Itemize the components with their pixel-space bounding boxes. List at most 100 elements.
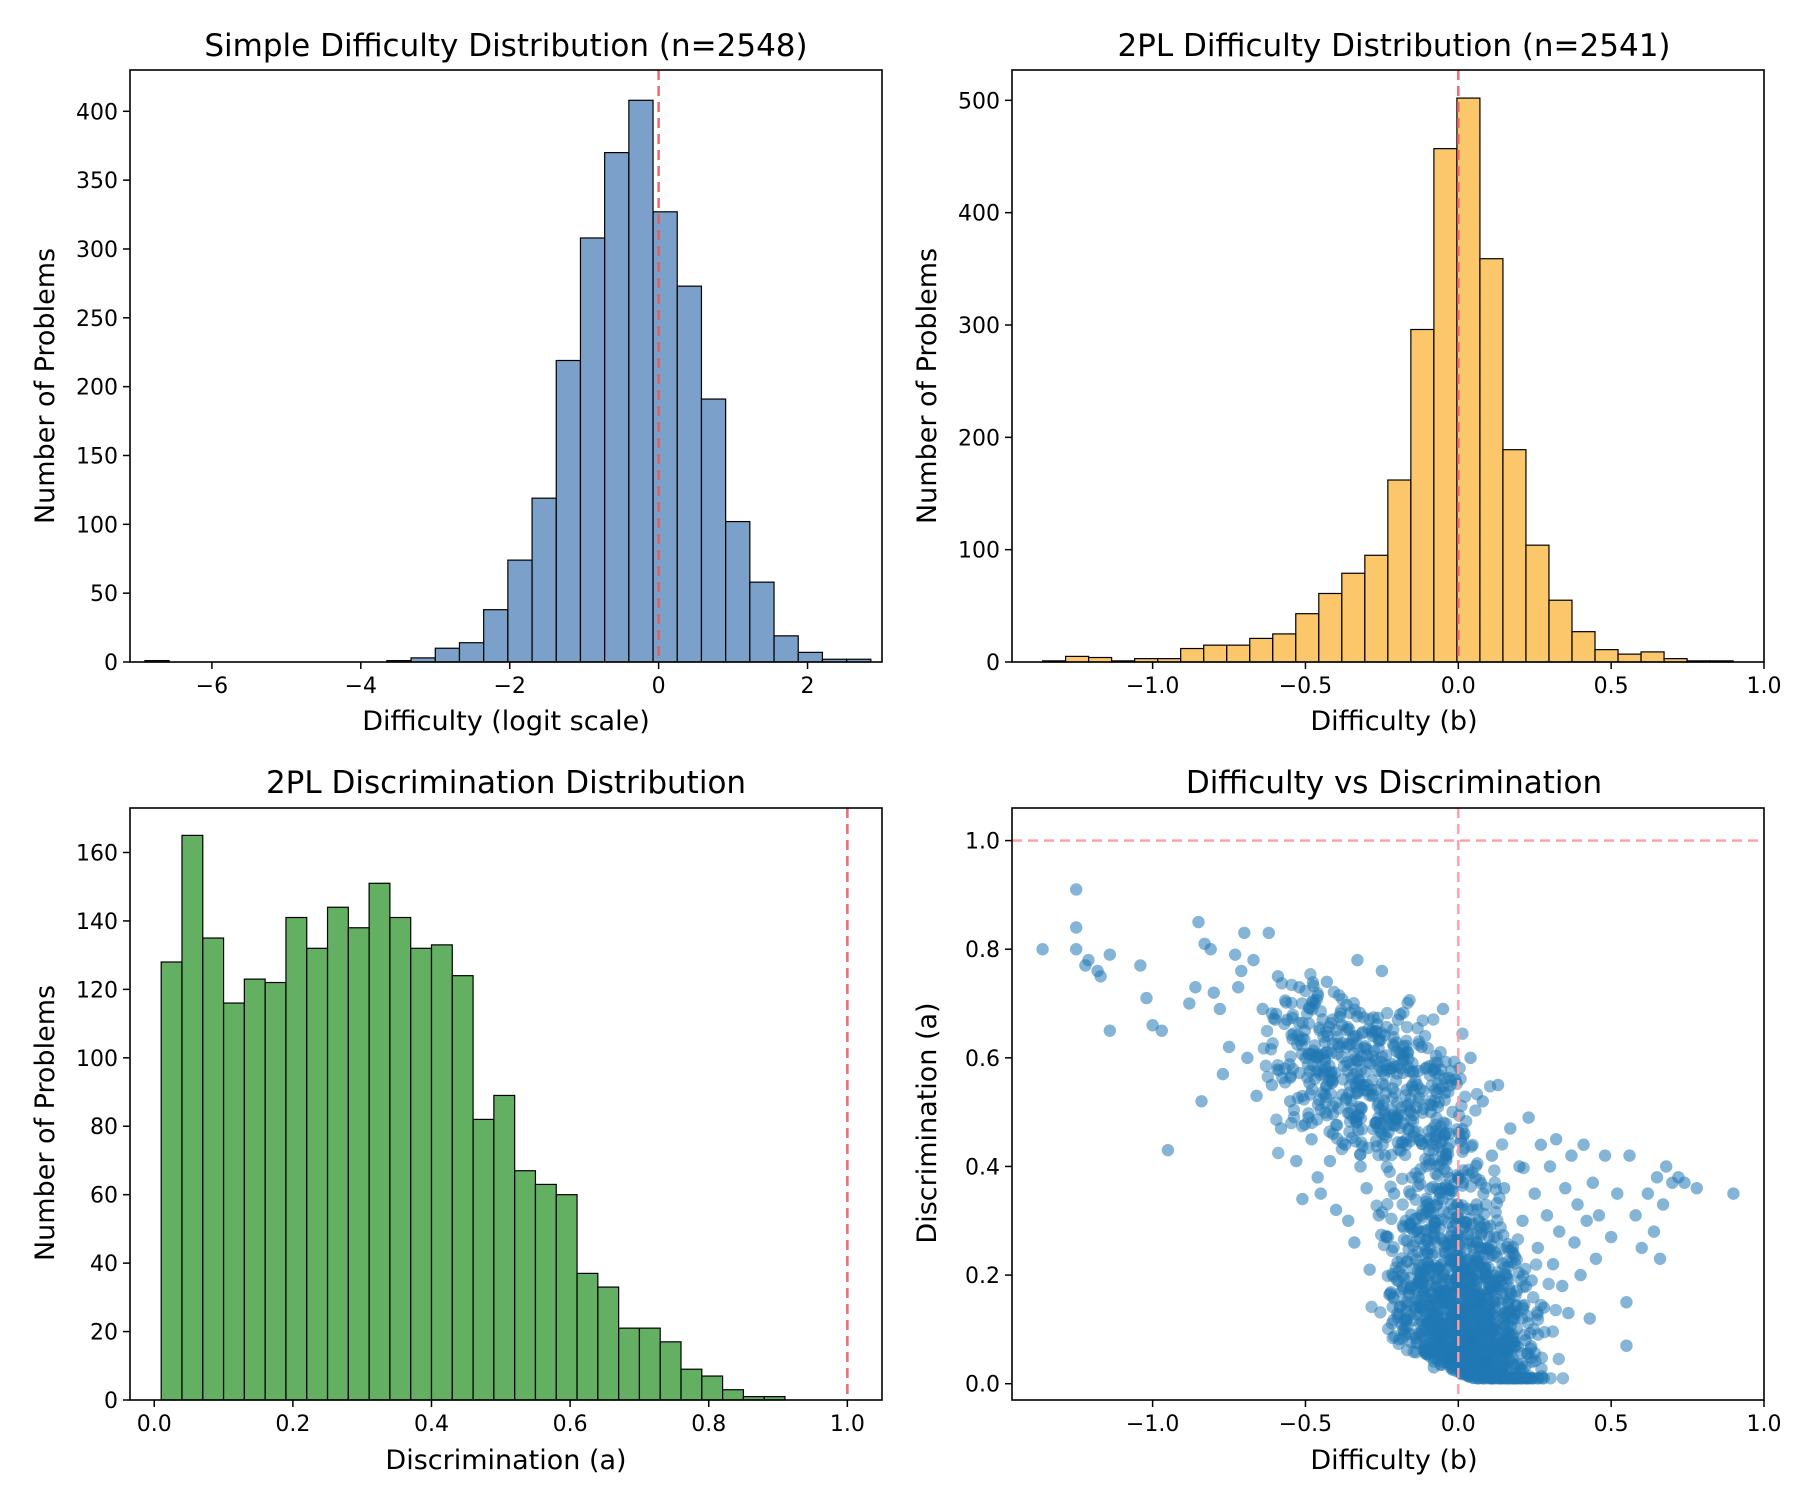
- scatter-point: [1259, 1059, 1273, 1073]
- scatter-point: [1442, 1350, 1456, 1363]
- bar: [181, 834, 204, 1401]
- x-axis-label: Difficulty (b): [1310, 1445, 1477, 1476]
- bar: [1318, 592, 1343, 663]
- scatter-point: [1387, 1040, 1401, 1053]
- scatter-point: [1520, 1372, 1534, 1385]
- scatter-point: [1319, 1106, 1332, 1119]
- scatter-point: [1103, 1024, 1117, 1037]
- scatter-point: [1134, 959, 1147, 972]
- scatter-point: [1427, 1013, 1440, 1026]
- bar: [555, 359, 582, 663]
- x-axis-label: Difficulty (b): [1310, 706, 1477, 737]
- bar: [659, 1341, 682, 1401]
- bar: [1479, 258, 1504, 663]
- bar: [534, 1183, 557, 1401]
- scatter-point: [1367, 1011, 1380, 1024]
- scatter-point: [1407, 1313, 1420, 1327]
- y-tick-label: 1.0: [965, 830, 1000, 855]
- scatter-point: [1469, 1104, 1482, 1117]
- scatter-point: [1396, 1172, 1409, 1185]
- scatter-point: [1690, 1181, 1703, 1195]
- scatter-point: [1336, 993, 1349, 1006]
- bar: [326, 906, 349, 1401]
- scatter-point: [1335, 1019, 1349, 1032]
- scatter-point: [1727, 1187, 1740, 1200]
- scatter-point: [1213, 1002, 1227, 1016]
- scatter-point: [1406, 1078, 1419, 1092]
- scatter-point: [1195, 1095, 1208, 1108]
- scatter-point: [1418, 1029, 1432, 1043]
- scatter-point: [1155, 1024, 1168, 1037]
- scatter-point: [1514, 1274, 1528, 1287]
- scatter-point: [1487, 1311, 1501, 1324]
- x-tick-label: −2: [494, 674, 526, 699]
- scatter-point: [1348, 1236, 1361, 1249]
- scatter-point: [1387, 1030, 1400, 1044]
- scatter-point: [1458, 1127, 1471, 1141]
- y-tick-label: 0.2: [965, 1264, 1000, 1289]
- scatter-point: [1329, 1203, 1343, 1217]
- scatter-point: [1192, 915, 1205, 929]
- y-tick-label: 0: [986, 651, 1000, 676]
- x-tick-label: 2: [801, 674, 815, 699]
- scatter-point: [1513, 1160, 1526, 1173]
- scatter-point: [1629, 1209, 1642, 1222]
- scatter-point: [1519, 1360, 1532, 1373]
- scatter-point: [1420, 1159, 1433, 1173]
- scatter-point: [1296, 1192, 1309, 1206]
- bar: [1548, 599, 1573, 663]
- scatter-point: [1659, 1160, 1673, 1173]
- scatter-point: [1335, 1051, 1349, 1064]
- plot-area: 0.0 0.2 0.4 0.6 0.8 1.0 0 20 40 60 80 100 120 140 160: [76, 807, 883, 1437]
- scatter-point: [1411, 1022, 1424, 1035]
- scatter-point: [1427, 1230, 1440, 1243]
- bar: [472, 1118, 495, 1401]
- scatter-point: [1412, 1171, 1425, 1184]
- scatter-point: [1429, 1133, 1442, 1146]
- scatter-point: [1140, 991, 1153, 1005]
- scatter-point: [1311, 1051, 1324, 1065]
- scatter-point: [1529, 1354, 1542, 1368]
- scatter-point: [1574, 1268, 1587, 1282]
- scatter-point: [1483, 1219, 1497, 1233]
- scatter-point: [1317, 1067, 1331, 1081]
- y-tick-label: 40: [90, 1252, 118, 1277]
- scatter-point: [1604, 1230, 1618, 1244]
- scatter-point: [1284, 1071, 1297, 1084]
- x-tick-label: −1.0: [1126, 674, 1179, 699]
- y-tick-label: 250: [76, 307, 118, 332]
- scatter-point: [1488, 1323, 1502, 1336]
- bar: [700, 398, 727, 663]
- scatter-point: [1362, 1141, 1375, 1155]
- scatter-point: [1647, 1225, 1661, 1238]
- y-axis-label: Number of Problems: [30, 248, 61, 524]
- y-tick-label: 150: [76, 444, 118, 469]
- bar: [618, 1327, 641, 1401]
- scatter-point: [1620, 1296, 1633, 1309]
- scatter-point: [1414, 1266, 1428, 1280]
- scatter-point: [1586, 1176, 1600, 1189]
- scatter-point: [1353, 1006, 1367, 1020]
- scatter-point: [1678, 1176, 1691, 1189]
- scatter-point: [1314, 1187, 1327, 1200]
- bar: [410, 947, 433, 1401]
- x-tick-label: 1.0: [1747, 674, 1782, 699]
- scatter-point: [1476, 1095, 1489, 1108]
- bar: [749, 581, 775, 663]
- scatter-point: [1374, 1055, 1388, 1068]
- scatter-point: [1403, 1282, 1417, 1295]
- scatter-point: [1262, 926, 1275, 940]
- y-tick-label: 0: [104, 651, 118, 676]
- x-tick-label: −4: [345, 674, 377, 699]
- scatter-point: [1494, 1274, 1508, 1287]
- y-tick-label: 20: [90, 1321, 118, 1346]
- bar: [430, 944, 453, 1401]
- scatter-point: [1598, 1149, 1612, 1162]
- scatter-point: [1302, 1111, 1315, 1124]
- y-axis-label: Number of Problems: [912, 248, 943, 524]
- axes-frame: [1011, 807, 1765, 1401]
- scatter-point: [1381, 1230, 1395, 1244]
- scatter-point: [1403, 1220, 1416, 1233]
- x-tick-label: 0: [652, 674, 666, 699]
- chart-title: 2PL Discrimination Distribution: [266, 765, 746, 801]
